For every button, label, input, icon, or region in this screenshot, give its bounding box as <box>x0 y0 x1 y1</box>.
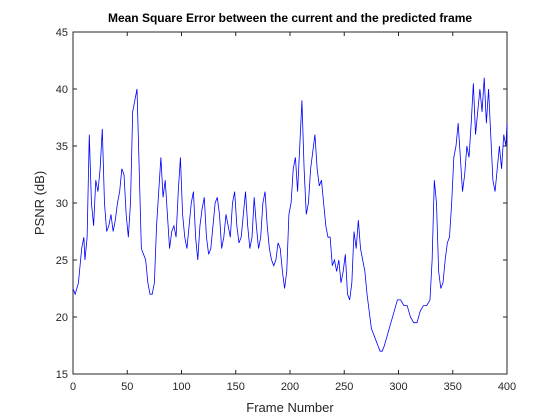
x-tick-label: 250 <box>335 381 353 393</box>
y-axis-label: PSNR (dB) <box>32 171 47 235</box>
x-tick-label: 300 <box>389 381 407 393</box>
y-tick-label: 20 <box>56 312 68 324</box>
x-tick-label: 0 <box>70 381 76 393</box>
y-tick-label: 40 <box>56 84 68 96</box>
y-tick-label: 35 <box>56 141 68 153</box>
y-tick-label: 45 <box>56 27 68 39</box>
x-tick-label: 400 <box>498 381 516 393</box>
axes-box <box>72 31 508 375</box>
data-line <box>72 77 508 352</box>
y-tick-label: 15 <box>56 369 68 381</box>
x-tick-label: 150 <box>227 381 245 393</box>
y-tick-label: 30 <box>56 198 68 210</box>
x-tick-label: 100 <box>172 381 190 393</box>
x-axis-label: Frame Number <box>246 400 334 415</box>
y-tick-label: 25 <box>56 255 68 267</box>
x-tick-label: 50 <box>121 381 133 393</box>
x-tick-label: 200 <box>281 381 299 393</box>
x-tick-label: 350 <box>444 381 462 393</box>
chart-title: Mean Square Error between the current an… <box>108 11 472 25</box>
